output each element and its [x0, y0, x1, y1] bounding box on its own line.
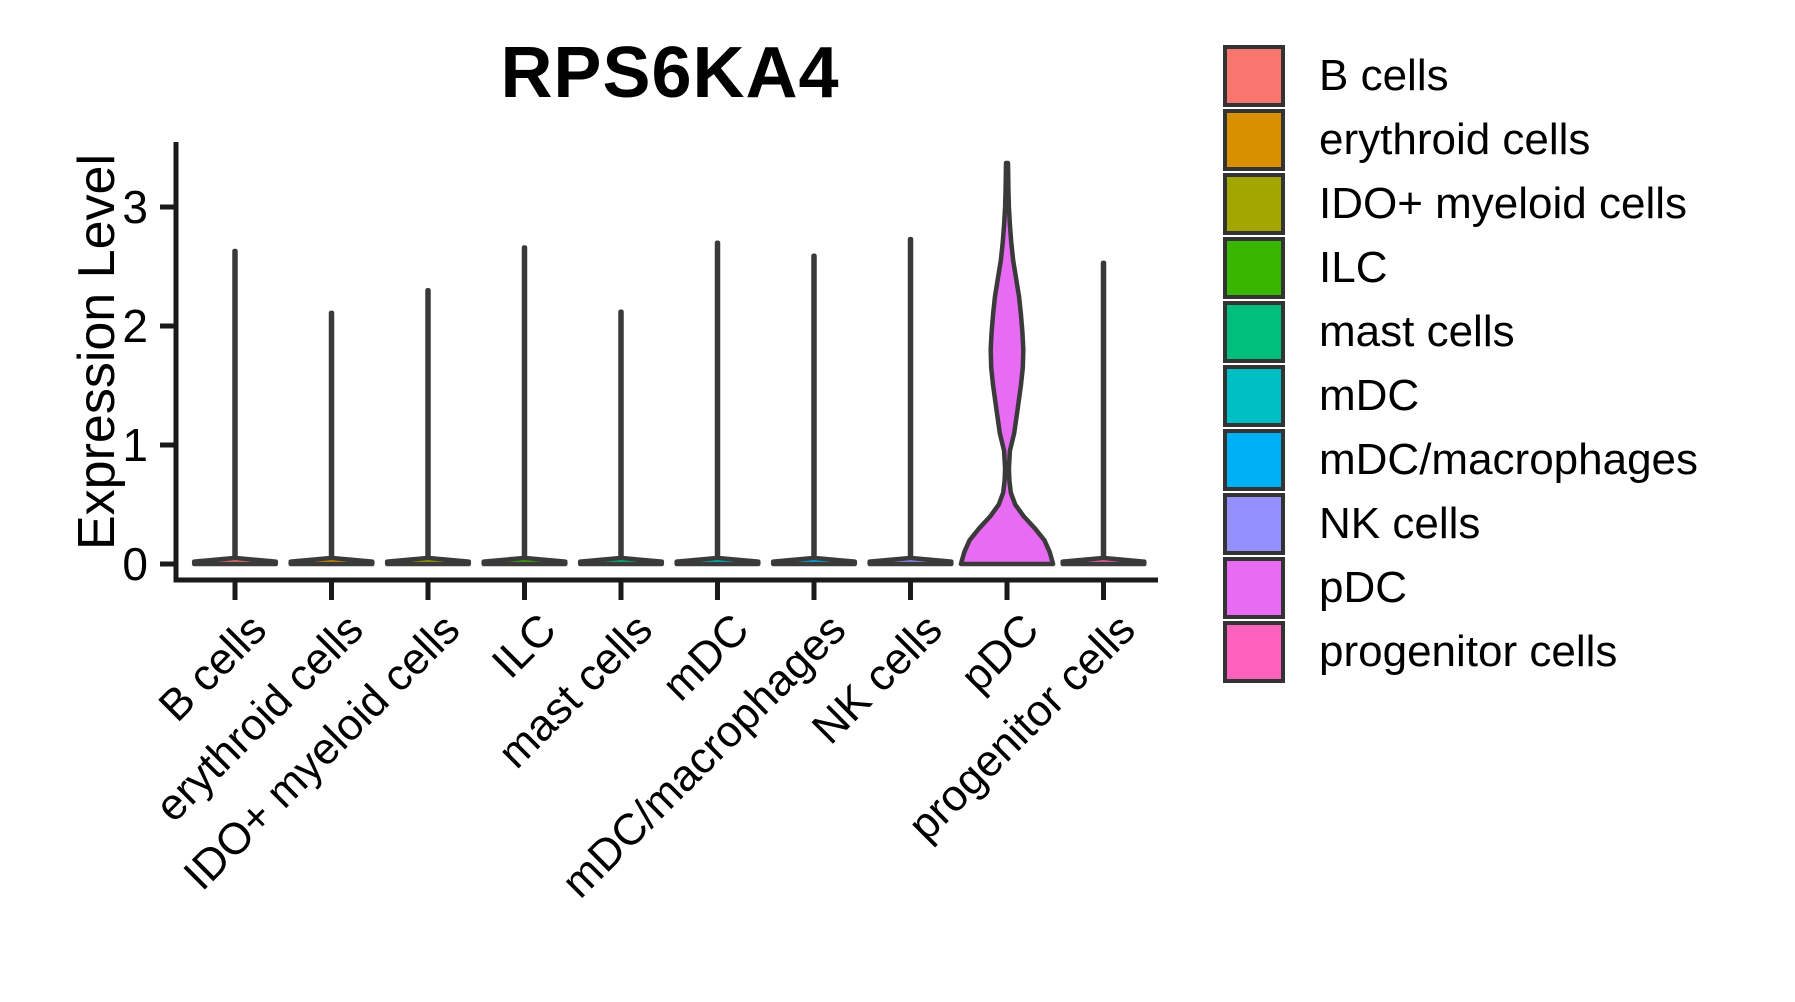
legend-label-nk-cells: NK cells: [1319, 499, 1481, 548]
legend-item-progenitor-cells: progenitor cells: [1223, 621, 1698, 683]
violin-mdc-macrophages: [770, 253, 858, 567]
legend-label-mdc-macrophages: mDC/macrophages: [1319, 435, 1699, 484]
legend-item-pdc: pDC: [1223, 557, 1698, 619]
violin-b-cells: [191, 248, 279, 567]
y-tick-label-2: 2: [122, 300, 148, 352]
legend-swatch-b-cells: [1223, 45, 1285, 107]
violin-ido-myeloid-cells: [384, 288, 472, 567]
legend-label-ido-myeloid-cells: IDO+ myeloid cells: [1319, 179, 1688, 228]
legend-label-ilc: ILC: [1319, 243, 1388, 292]
y-tick-label-0: 0: [122, 538, 148, 590]
violin-nk-cells: [867, 236, 954, 567]
legend-item-b-cells: B cells: [1223, 45, 1698, 107]
legend-swatch-mdc-macrophages: [1223, 429, 1285, 491]
legend: B cells erythroid cells IDO+ myeloid cel…: [1223, 45, 1698, 685]
legend-item-ilc: ILC: [1223, 237, 1698, 299]
legend-item-mdc: mDC: [1223, 365, 1698, 427]
y-tick-label-3: 3: [122, 181, 148, 233]
violin-pdc: [958, 160, 1056, 567]
y-tick-label-1: 1: [122, 419, 148, 471]
legend-label-mast-cells: mast cells: [1319, 307, 1515, 356]
violin-progenitor-cells: [1060, 260, 1147, 567]
violin-ilc: [481, 245, 568, 567]
legend-swatch-pdc: [1223, 557, 1285, 619]
legend-swatch-nk-cells: [1223, 493, 1285, 555]
legend-swatch-progenitor-cells: [1223, 621, 1285, 683]
legend-item-mdc-macrophages: mDC/macrophages: [1223, 429, 1698, 491]
legend-swatch-ilc: [1223, 237, 1285, 299]
legend-label-mdc: mDC: [1319, 371, 1420, 420]
legend-label-pdc: pDC: [1319, 563, 1408, 612]
legend-item-mast-cells: mast cells: [1223, 301, 1698, 363]
violin-erythroid-cells: [288, 310, 375, 567]
legend-item-erythroid-cells: erythroid cells: [1223, 109, 1698, 171]
legend-swatch-mdc: [1223, 365, 1285, 427]
legend-swatch-erythroid-cells: [1223, 109, 1285, 171]
legend-label-erythroid-cells: erythroid cells: [1319, 115, 1591, 164]
legend-item-nk-cells: NK cells: [1223, 493, 1698, 555]
y-axis-title: Expression Level: [68, 154, 126, 550]
legend-swatch-mast-cells: [1223, 301, 1285, 363]
violin-mast-cells: [577, 309, 665, 567]
legend-label-b-cells: B cells: [1319, 51, 1449, 100]
legend-label-progenitor-cells: progenitor cells: [1319, 627, 1618, 676]
violin-mdc: [674, 240, 761, 567]
chart-title: RPS6KA4: [500, 33, 840, 113]
legend-item-ido-myeloid-cells: IDO+ myeloid cells: [1223, 173, 1698, 235]
legend-swatch-ido-myeloid-cells: [1223, 173, 1285, 235]
